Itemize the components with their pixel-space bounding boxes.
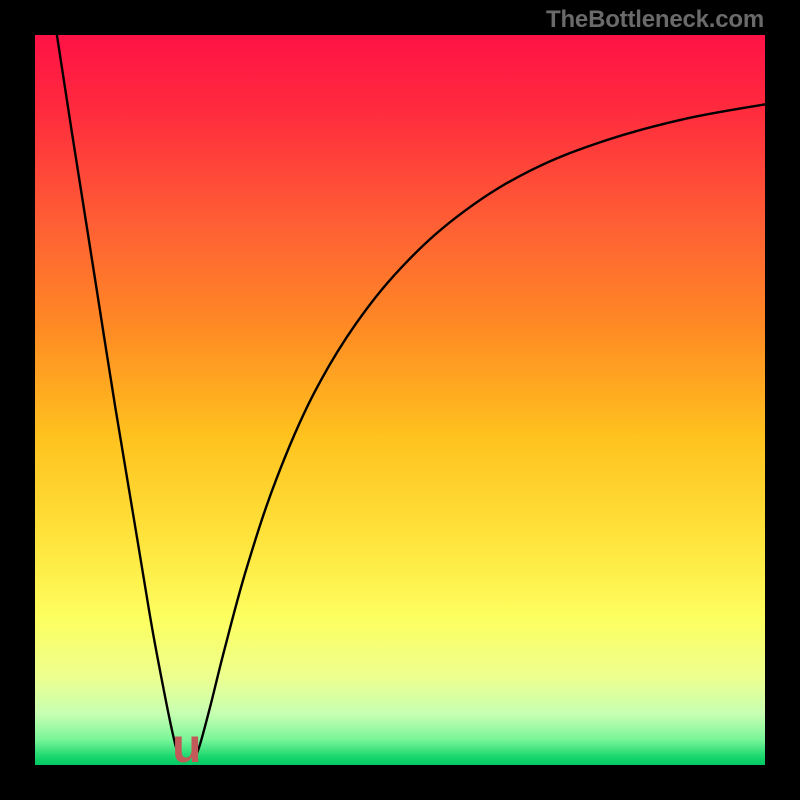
watermark-text: TheBottleneck.com xyxy=(546,6,764,34)
curve-right-branch xyxy=(194,104,765,760)
plot-area: u xyxy=(35,35,765,765)
curve-left-branch xyxy=(57,35,180,760)
curves-layer xyxy=(35,35,765,765)
optimum-marker: u xyxy=(172,723,201,765)
